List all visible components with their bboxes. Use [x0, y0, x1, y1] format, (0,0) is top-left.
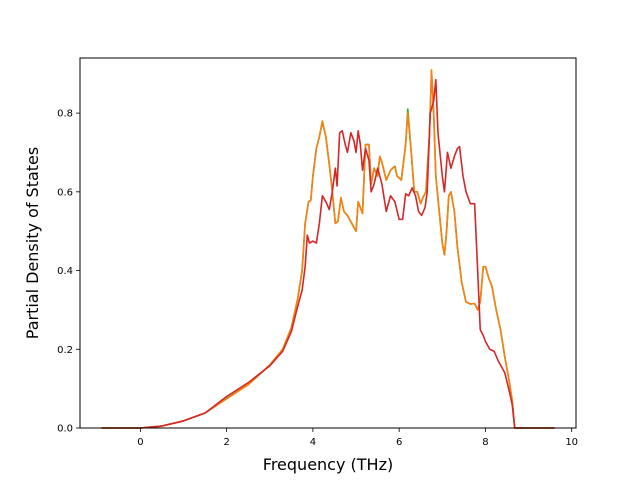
series-line-3: [101, 78, 555, 429]
y-axis: 0.0 0.2 0.4 0.6 0.8: [57, 109, 80, 435]
series-layer: [101, 69, 555, 429]
y-tick-label: 0.6: [57, 187, 73, 198]
x-tick-label: 4: [310, 437, 316, 448]
y-tick-label: 0.8: [57, 109, 73, 120]
plot-frame: [79, 57, 577, 429]
series-line-1: [101, 70, 555, 429]
y-tick-label: 0.0: [57, 424, 73, 435]
x-axis-label: Frequency (THz): [263, 455, 393, 474]
x-tick-label: 2: [223, 437, 229, 448]
y-tick-label: 0.4: [57, 266, 73, 277]
x-tick-label: 0: [137, 437, 143, 448]
y-tick-label: 0.2: [57, 345, 73, 356]
x-tick-label: 6: [396, 437, 402, 448]
y-axis-label: Partial Density of States: [23, 147, 42, 339]
x-axis: 0 2 4 6 8 10: [137, 428, 578, 448]
x-tick-label: 8: [482, 437, 488, 448]
series-line-2: [101, 69, 555, 429]
x-tick-label: 10: [565, 437, 578, 448]
